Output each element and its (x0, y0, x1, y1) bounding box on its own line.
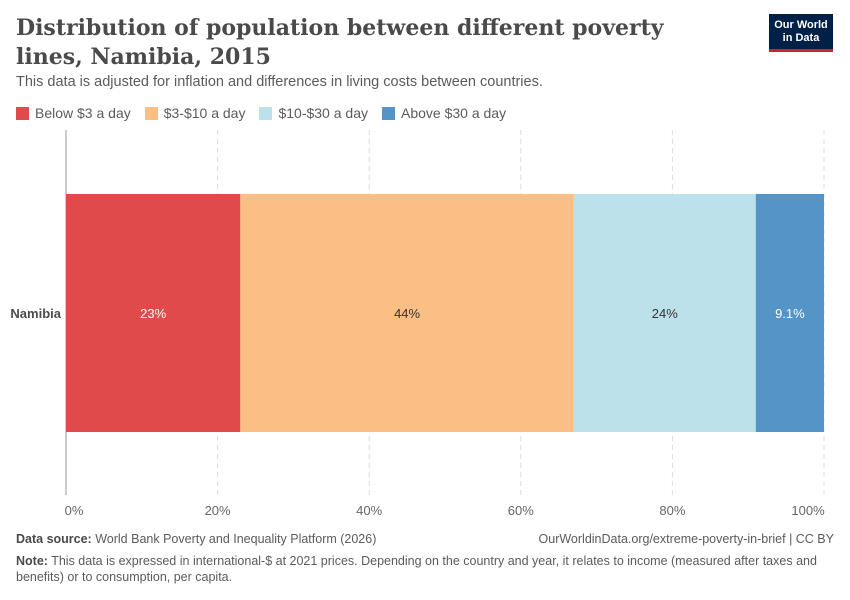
legend-label-10-30: $10-$30 a day (278, 105, 368, 121)
note-text: This data is expressed in international-… (16, 554, 817, 584)
legend-item-3-10[interactable]: $3-$10 a day (144, 105, 246, 121)
bar-segment-above-30 (755, 194, 824, 432)
x-tick-label-0: 0% (65, 503, 84, 518)
owid-logo[interactable]: Our World in Data (769, 14, 833, 52)
data-label-above-30: 9.1% (775, 306, 805, 321)
source-text: World Bank Poverty and Inequality Platfo… (95, 532, 377, 546)
data-source: Data source: World Bank Poverty and Ineq… (16, 532, 834, 546)
legend-label-above-30: Above $30 a day (401, 105, 507, 121)
x-tick-label-40: 40% (356, 503, 382, 518)
x-tick-label-80: 80% (659, 503, 685, 518)
x-tick-label-20: 20% (205, 503, 231, 518)
legend-swatch-10-30 (259, 106, 273, 120)
source-url[interactable]: OurWorldinData.org/extreme-poverty-in-br… (538, 532, 834, 546)
bar-segment-below-3 (66, 194, 241, 432)
legend-label-3-10: $3-$10 a day (163, 105, 246, 121)
chart-title: Distribution of population between diffe… (16, 15, 664, 70)
legend-item-below-3[interactable]: Below $3 a day (16, 105, 131, 121)
legend-swatch-above-30 (382, 106, 395, 120)
legend-swatch-below-3 (16, 106, 29, 120)
data-label-below-3: 23% (140, 306, 166, 321)
data-label-10-30: 24% (652, 306, 678, 321)
note-label: Note: (16, 554, 48, 568)
legend: Below $3 a day $3-$10 a day $10-$30 a da… (16, 105, 506, 121)
data-label-3-10: 44% (394, 306, 420, 321)
stacked-bar-chart: 0% 20% 40% 60% 80% 100% Namibia 23% 44% 24% 9.1% (10, 130, 825, 518)
logo-line-2: in Data (782, 32, 820, 44)
legend-label-below-3: Below $3 a day (35, 105, 131, 121)
bar-segment-3-10 (240, 194, 574, 432)
legend-item-10-30[interactable]: $10-$30 a day (259, 105, 368, 121)
logo-line-1: Our World (774, 19, 828, 31)
bar-segment-10-30 (573, 194, 756, 432)
x-tick-label-100: 100% (791, 503, 825, 518)
category-label-namibia: Namibia (10, 306, 61, 321)
chart-note: Note: This data is expressed in internat… (16, 553, 834, 585)
source-label: Data source: (16, 532, 92, 546)
legend-swatch-3-10 (144, 106, 158, 120)
legend-item-above-30[interactable]: Above $30 a day (382, 105, 506, 121)
chart-subtitle: This data is adjusted for inflation and … (16, 74, 543, 90)
x-tick-label-60: 60% (508, 503, 534, 518)
